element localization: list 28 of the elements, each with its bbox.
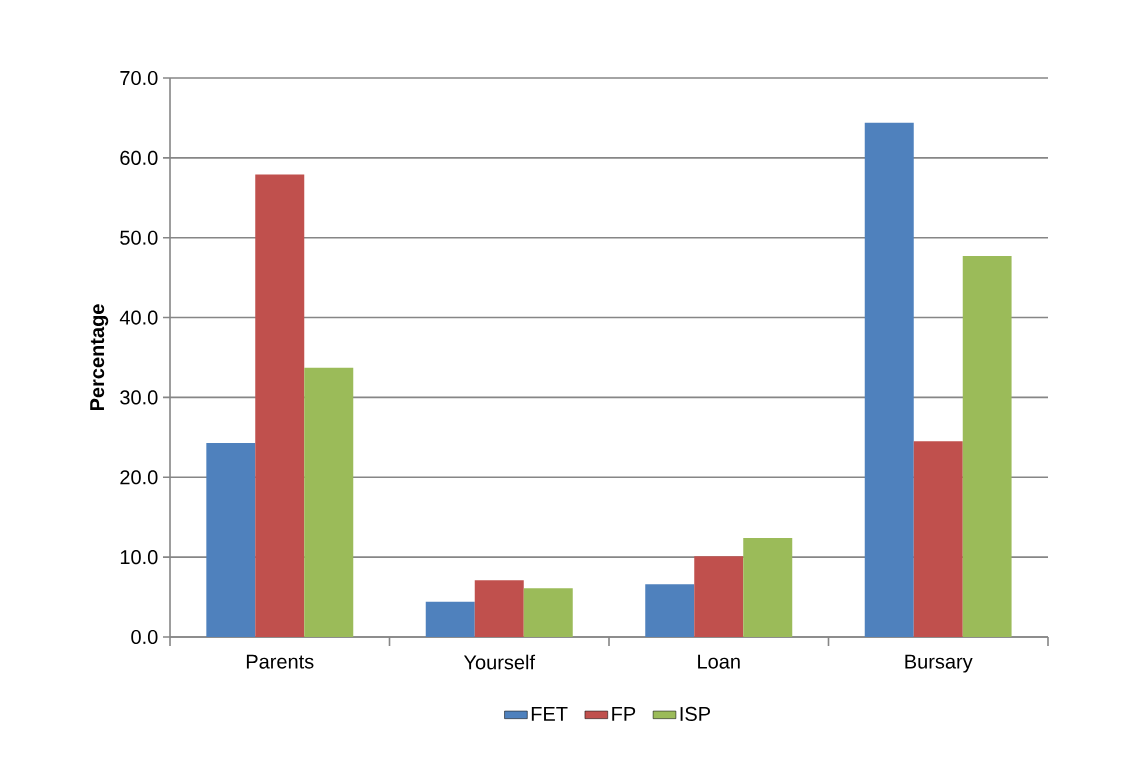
- bar: [474, 580, 524, 637]
- bar: [255, 174, 305, 637]
- bar: [962, 256, 1012, 637]
- x-tick-label: Bursary: [905, 654, 973, 673]
- y-tick-label: 60.0: [120, 150, 158, 165]
- legend-label: FET: [531, 706, 568, 721]
- x-tick-label: Yourself: [463, 654, 536, 670]
- legend-label: FP: [612, 706, 636, 721]
- bar: [864, 122, 914, 637]
- y-tick-label: 50.0: [120, 230, 158, 245]
- y-tick-label: 70.0: [120, 70, 158, 86]
- bar: [645, 584, 695, 637]
- bar: [743, 537, 793, 637]
- bar: [425, 601, 475, 637]
- x-tick-label: Parents: [246, 654, 314, 669]
- bar: [304, 367, 354, 637]
- y-tick-label: 30.0: [120, 390, 158, 405]
- bar: [694, 556, 744, 637]
- y-axis-title: Percentage: [90, 304, 109, 411]
- legend-label: ISP: [680, 706, 710, 722]
- x-tick-label: Loan: [698, 654, 740, 669]
- bar: [913, 441, 963, 637]
- y-tick-label: 0.0: [131, 629, 158, 645]
- bar: [206, 442, 256, 637]
- y-tick-label: 20.0: [120, 470, 158, 485]
- y-tick-label: 40.0: [119, 310, 158, 325]
- y-tick-label: 10.0: [120, 550, 158, 565]
- bar: [523, 588, 573, 637]
